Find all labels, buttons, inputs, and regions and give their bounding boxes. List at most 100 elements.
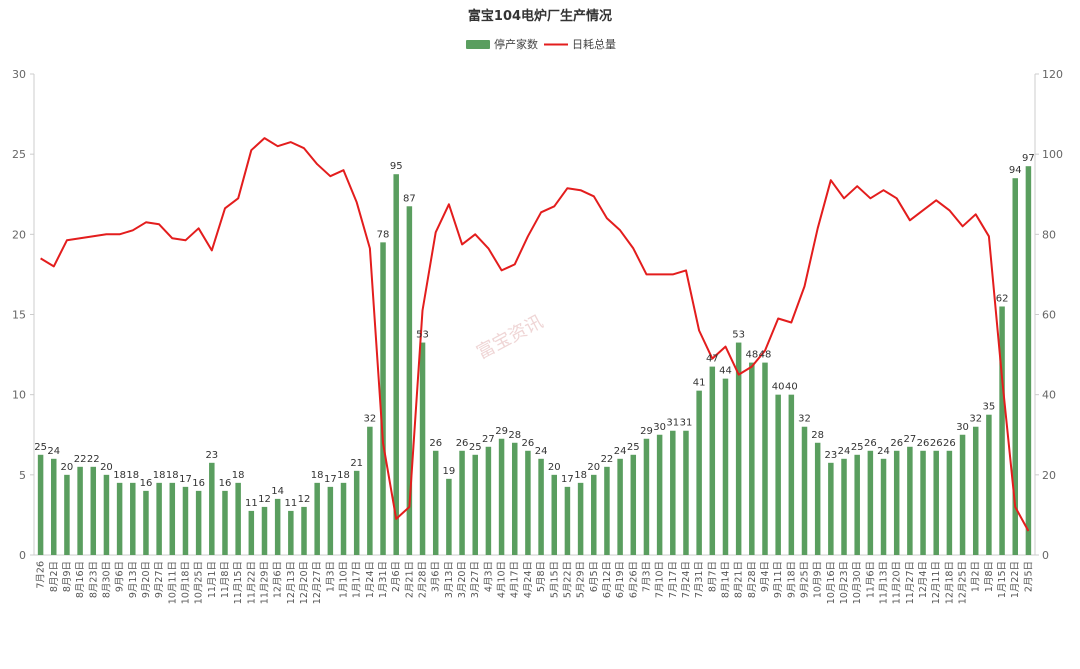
bar-value-label: 18 — [166, 470, 179, 481]
bar-value-label: 12 — [258, 494, 271, 505]
bar[interactable] — [143, 490, 149, 555]
bar[interactable] — [406, 206, 413, 555]
bar[interactable] — [380, 242, 386, 555]
bar[interactable] — [762, 362, 768, 555]
bar[interactable] — [551, 474, 558, 555]
bar[interactable] — [340, 482, 347, 555]
bar[interactable] — [841, 458, 847, 555]
x-tick-label: 12月18日 — [944, 561, 955, 604]
bar[interactable] — [814, 442, 821, 555]
bar[interactable] — [630, 454, 637, 555]
bar[interactable] — [116, 482, 123, 555]
bar[interactable] — [577, 482, 584, 555]
bar-value-label: 20 — [61, 462, 74, 473]
bar[interactable] — [103, 474, 110, 555]
daily-consumption-line[interactable] — [40, 137, 1030, 532]
bar[interactable] — [274, 498, 281, 555]
bar[interactable] — [446, 478, 452, 555]
bar-value-label: 30 — [956, 422, 969, 433]
x-tick-label: 11月8日 — [220, 561, 231, 598]
bar[interactable] — [472, 454, 478, 555]
bar[interactable] — [538, 458, 544, 555]
bar[interactable] — [195, 490, 202, 555]
x-tick-label: 8月16日 — [75, 561, 86, 598]
bar[interactable] — [920, 450, 926, 555]
bar[interactable] — [261, 506, 268, 555]
x-tick-label: 1月15日 — [997, 561, 1008, 598]
bar[interactable] — [867, 450, 874, 555]
bar[interactable] — [77, 466, 83, 555]
bar[interactable] — [907, 446, 913, 555]
bar[interactable] — [498, 438, 505, 555]
x-tick-label: 11月22日 — [246, 561, 257, 604]
bar[interactable] — [288, 510, 294, 555]
bar[interactable] — [209, 462, 215, 555]
bar[interactable] — [222, 490, 228, 555]
bar[interactable] — [788, 394, 795, 555]
bar[interactable] — [696, 390, 702, 555]
bar[interactable] — [854, 454, 860, 555]
bar[interactable] — [51, 458, 57, 555]
bar[interactable] — [643, 438, 650, 555]
bar[interactable] — [880, 458, 887, 555]
bar[interactable] — [722, 378, 729, 555]
bar[interactable] — [801, 426, 808, 555]
bar[interactable] — [432, 450, 439, 555]
bar[interactable] — [564, 486, 571, 555]
bar[interactable] — [617, 458, 623, 555]
bar[interactable] — [933, 450, 939, 555]
bar[interactable] — [301, 506, 307, 555]
legend-bar-label[interactable]: 停产家数 — [494, 37, 538, 51]
bar[interactable] — [248, 510, 255, 555]
bar[interactable] — [946, 450, 953, 555]
bar[interactable] — [367, 426, 373, 555]
bar[interactable] — [419, 342, 426, 555]
left-tick-label: 5 — [19, 469, 26, 482]
bar[interactable] — [314, 482, 320, 555]
bar[interactable] — [90, 466, 97, 555]
bar[interactable] — [972, 426, 979, 555]
bar[interactable] — [735, 342, 742, 555]
bar[interactable] — [156, 482, 162, 555]
bar-value-label: 18 — [153, 470, 166, 481]
legend-line-label[interactable]: 日耗总量 — [572, 37, 616, 51]
x-tick-label: 10月30日 — [852, 561, 863, 604]
bar[interactable] — [459, 450, 465, 555]
bar[interactable] — [683, 430, 689, 555]
bar[interactable] — [986, 414, 992, 555]
bar[interactable] — [828, 462, 834, 555]
bar-value-label: 24 — [535, 446, 548, 457]
bar[interactable] — [749, 362, 755, 555]
bar[interactable] — [327, 486, 334, 555]
bar[interactable] — [169, 482, 176, 555]
x-tick-label: 8月14日 — [720, 561, 731, 598]
bar[interactable] — [525, 450, 531, 555]
bar[interactable] — [893, 450, 900, 555]
x-tick-label: 9月11日 — [773, 561, 784, 598]
bar[interactable] — [709, 366, 716, 555]
x-tick-label: 4月17日 — [510, 561, 521, 598]
bar[interactable] — [353, 470, 360, 555]
bar[interactable] — [999, 306, 1005, 555]
bar[interactable] — [1012, 178, 1018, 555]
bar[interactable] — [656, 434, 663, 555]
bar-value-label: 11 — [284, 498, 297, 509]
bar[interactable] — [959, 434, 966, 555]
bar[interactable] — [235, 482, 241, 555]
bar[interactable] — [130, 482, 136, 555]
bar-value-label: 24 — [838, 446, 851, 457]
x-tick-label: 2月21日 — [404, 561, 415, 598]
bar[interactable] — [393, 174, 399, 556]
bar[interactable] — [64, 474, 70, 555]
legend-bar-swatch[interactable] — [466, 40, 490, 49]
bar[interactable] — [604, 466, 610, 555]
bar[interactable] — [670, 430, 676, 555]
bar[interactable] — [182, 486, 189, 555]
bar[interactable] — [775, 394, 781, 555]
bar[interactable] — [485, 446, 492, 555]
bar[interactable] — [511, 442, 518, 555]
bar[interactable] — [591, 474, 597, 555]
bar-value-label: 17 — [561, 474, 574, 485]
bar[interactable] — [1025, 166, 1032, 556]
bar[interactable] — [37, 454, 44, 555]
